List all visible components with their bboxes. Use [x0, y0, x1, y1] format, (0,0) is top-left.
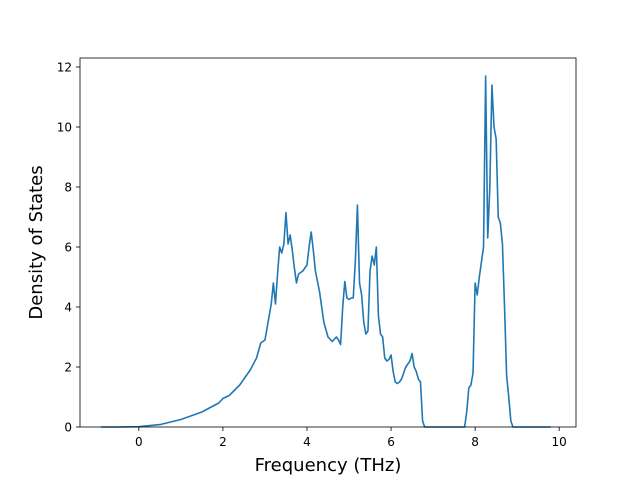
y-tick-label: 8 [64, 180, 72, 194]
x-tick-label: 10 [552, 435, 567, 449]
y-tick-label: 10 [57, 120, 72, 134]
plot-area [101, 75, 551, 428]
y-tick-label: 0 [64, 420, 72, 434]
axes-frame [79, 57, 577, 428]
y-tick-label: 4 [64, 300, 72, 314]
y-tick-label: 6 [64, 240, 72, 254]
series-line-0 [101, 75, 551, 428]
x-tick-label: 0 [135, 435, 143, 449]
y-axis-label: Density of States [26, 165, 47, 319]
x-axis-label: Frequency (THz) [255, 455, 402, 476]
x-tick-label: 8 [471, 435, 479, 449]
x-axis: 0 2 4 6 8 10 [135, 427, 567, 449]
x-tick-label: 2 [219, 435, 227, 449]
x-tick-label: 4 [303, 435, 311, 449]
y-tick-label: 2 [64, 360, 72, 374]
y-tick-label: 12 [57, 60, 72, 74]
y-axis: 0 2 4 6 8 10 12 [57, 60, 80, 434]
x-tick-label: 6 [387, 435, 395, 449]
